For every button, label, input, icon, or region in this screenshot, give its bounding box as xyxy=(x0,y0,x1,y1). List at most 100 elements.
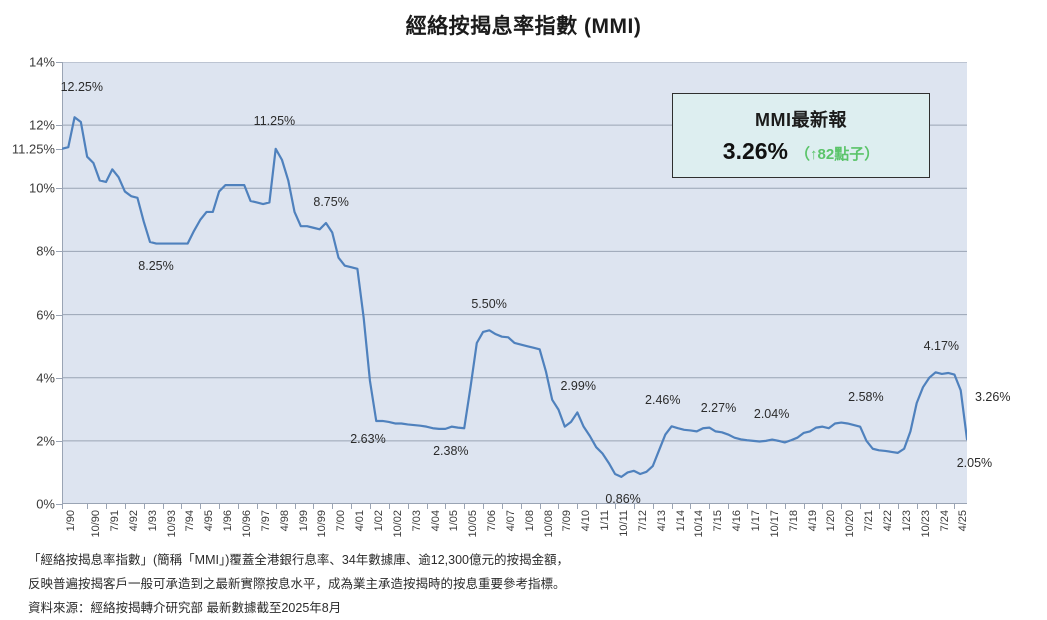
y-axis-tick-label: 14% xyxy=(28,54,55,70)
x-axis-tick xyxy=(407,504,409,509)
x-axis-tick-label: 1/02 xyxy=(372,510,385,532)
data-point-label: 5.50% xyxy=(471,297,507,312)
x-axis-tick xyxy=(558,504,560,509)
x-axis-tick-label: 10/99 xyxy=(316,510,329,538)
x-axis-tick-label: 7/09 xyxy=(561,510,574,532)
x-axis-tick xyxy=(539,504,541,509)
y-axis-tick-label: 12% xyxy=(28,117,55,133)
x-axis-tick-label: 1/20 xyxy=(825,510,838,532)
x-axis-tick-label: 7/91 xyxy=(108,510,121,532)
x-axis-tick xyxy=(954,504,956,509)
x-axis-tick xyxy=(313,504,315,509)
mmi-series-line xyxy=(62,117,967,477)
x-axis-tick-label: 10/90 xyxy=(90,510,103,538)
footer-note: 「經絡按揭息率指數」(簡稱「MMI」)覆蓋全港銀行息率、34年數據庫、逾12,3… xyxy=(28,548,1018,620)
x-axis-tick-label: 4/19 xyxy=(806,510,819,532)
data-point-label: 12.25% xyxy=(60,80,103,95)
page-title: 經絡按揭息率指數 (MMI) xyxy=(405,15,642,38)
x-axis-tick xyxy=(690,504,692,509)
x-axis-tick-label: 10/05 xyxy=(467,510,480,538)
y-axis-tick-label: 11.25% xyxy=(11,141,55,157)
y-axis-tick xyxy=(56,504,62,505)
x-axis-tick xyxy=(200,504,202,509)
x-axis-tick-label: 7/00 xyxy=(335,510,348,532)
x-axis-tick-label: 4/13 xyxy=(655,510,668,532)
y-axis-tick xyxy=(56,440,62,442)
data-point-label: 2.27% xyxy=(700,401,737,416)
y-axis-tick-label: 10% xyxy=(28,180,55,196)
data-point-label: 4.17% xyxy=(923,339,960,354)
x-axis-tick-label: 1/05 xyxy=(448,510,461,532)
x-axis-tick xyxy=(143,504,145,509)
x-axis-tick-label: 4/16 xyxy=(731,510,744,532)
x-axis-tick-label: 4/92 xyxy=(127,510,140,532)
x-axis-tick xyxy=(803,504,805,509)
x-axis-tick xyxy=(294,504,296,509)
data-point-label: 8.75% xyxy=(313,194,349,209)
x-axis-tick-label: 4/95 xyxy=(203,510,216,532)
data-point-label: 2.38% xyxy=(433,443,469,458)
x-axis-tick-label: 10/20 xyxy=(844,510,857,538)
y-axis-tick xyxy=(56,314,62,316)
x-axis-tick-label: 1/93 xyxy=(146,510,159,532)
x-axis-tick xyxy=(916,504,918,509)
x-axis-tick-label: 7/97 xyxy=(259,510,272,532)
x-axis-tick xyxy=(426,504,428,509)
x-axis-tick xyxy=(256,504,258,509)
x-axis-tick xyxy=(577,504,579,509)
x-axis-tick xyxy=(105,504,107,509)
x-axis-tick xyxy=(897,504,899,509)
mmi-latest-callout: MMI最新報 3.26% （↑82點子） xyxy=(672,93,930,178)
data-point-label: 0.86% xyxy=(605,491,641,506)
y-axis-tick xyxy=(56,188,62,190)
x-axis-tick xyxy=(841,504,843,509)
x-axis-tick xyxy=(879,504,880,509)
x-axis-tick-label: 4/25 xyxy=(957,510,970,532)
x-axis-tick-label: 10/23 xyxy=(919,510,932,538)
x-axis-tick-label: 1/14 xyxy=(674,510,687,532)
x-axis-tick xyxy=(615,504,617,509)
data-point-label: 3.26% xyxy=(975,390,1011,405)
y-axis-tick xyxy=(56,377,62,379)
x-axis-labels: 1/90 10/90 7/91 4/92 1/93 10/93 7/94 4/95 1/96 10… xyxy=(62,504,970,564)
y-axis-tick-label: 6% xyxy=(36,307,55,323)
mmi-callout-value-row: 3.26% （↑82點子） xyxy=(723,138,879,165)
x-axis-tick xyxy=(860,504,862,509)
x-axis-tick-label: 7/18 xyxy=(787,510,800,532)
y-axis-tick-label: 8% xyxy=(36,243,55,259)
x-axis-tick xyxy=(87,504,89,509)
mmi-callout-delta: （↑82點子） xyxy=(795,146,880,163)
x-axis-tick-label: 7/12 xyxy=(636,510,649,532)
x-axis-tick-label: 1/90 xyxy=(65,510,77,532)
x-axis-tick xyxy=(671,504,673,509)
data-point-label: 2.46% xyxy=(645,393,681,408)
footer-line-2: 反映普遍按揭客戶一般可承造到之最新實際按息水平，成為業主承造按揭時的按息重要參考… xyxy=(28,577,566,591)
y-axis-tick-label: 0% xyxy=(36,496,55,512)
x-axis-tick xyxy=(62,504,63,509)
x-axis-tick xyxy=(501,504,503,509)
y-axis-labels: 0% 2% 4% 6% 8% 10% 11.25% 12% 14% xyxy=(0,0,55,620)
x-axis-tick xyxy=(747,504,749,509)
data-point-label: 2.05% xyxy=(956,456,993,471)
x-axis-tick-label: 10/11 xyxy=(618,510,631,537)
mmi-callout-value: 3.26% xyxy=(722,138,789,164)
x-axis-tick-label: 1/08 xyxy=(523,510,536,532)
x-axis-tick-label: 1/17 xyxy=(750,510,763,532)
x-axis-tick xyxy=(935,504,937,509)
y-axis-tick-label: 2% xyxy=(36,433,55,449)
data-point-label: 8.25% xyxy=(138,258,174,273)
data-point-label: 11.25% xyxy=(253,113,296,128)
x-axis-tick xyxy=(483,504,485,509)
x-axis-tick xyxy=(520,504,522,509)
x-axis-tick-label: 1/99 xyxy=(297,510,310,532)
x-axis-tick-label: 1/11 xyxy=(599,510,612,531)
footer-line-1: 「經絡按揭息率指數」(簡稱「MMI」)覆蓋全港銀行息率、34年數據庫、逾12,3… xyxy=(28,553,570,567)
x-axis-tick-label: 4/01 xyxy=(354,510,367,532)
x-axis-tick xyxy=(784,504,786,509)
x-axis-tick xyxy=(369,504,371,509)
x-axis-tick xyxy=(162,504,164,509)
mmi-callout-heading: MMI最新報 xyxy=(755,110,847,130)
x-axis-tick xyxy=(633,504,635,509)
x-axis-tick-label: 10/08 xyxy=(542,510,555,538)
